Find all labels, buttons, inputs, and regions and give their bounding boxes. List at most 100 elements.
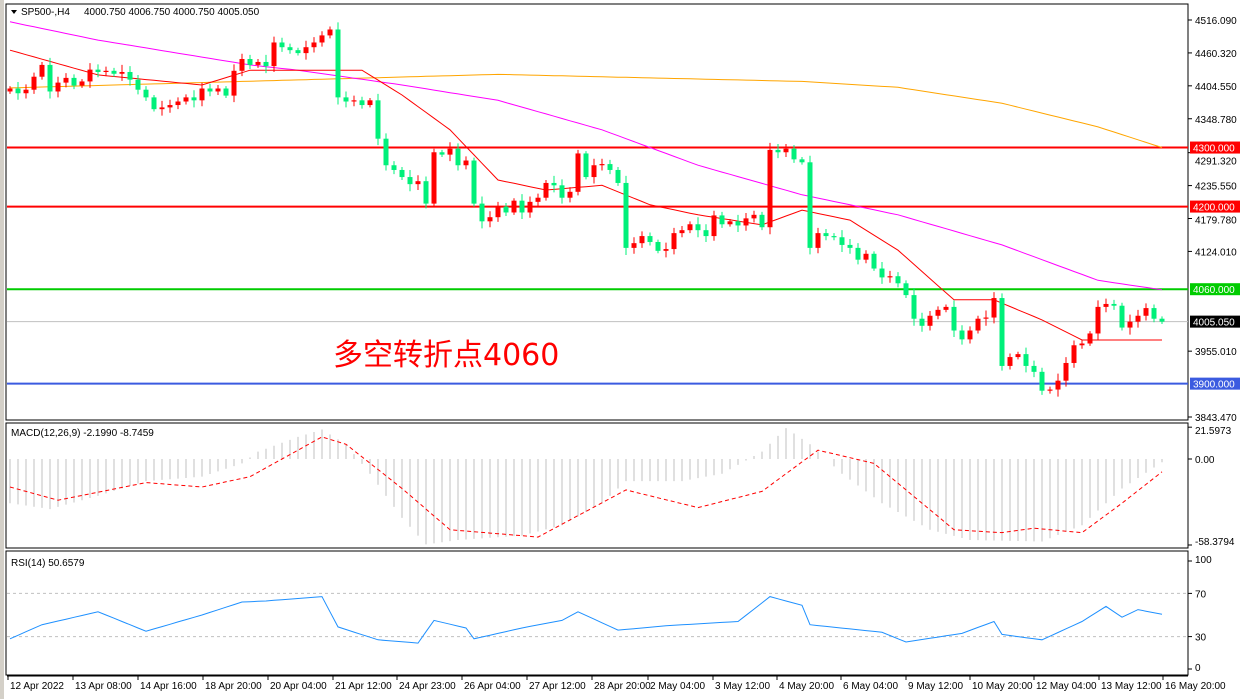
candle — [1111, 299, 1117, 310]
price-tick-label: 4404.550 — [1195, 82, 1237, 93]
candle-body — [1143, 308, 1149, 316]
candle — [175, 97, 181, 110]
candle — [167, 99, 173, 113]
candle — [335, 22, 341, 105]
candle-body — [383, 138, 389, 166]
candle — [655, 239, 661, 254]
candle — [711, 210, 717, 241]
candle — [599, 158, 605, 171]
candle-body — [679, 230, 685, 234]
candle — [519, 194, 525, 219]
time-tick-label: 18 Apr 20:00 — [205, 681, 262, 692]
candle — [999, 293, 1005, 371]
time-tick-label: 26 Apr 04:00 — [464, 681, 521, 692]
level-price-tag — [1190, 200, 1240, 213]
candle — [839, 230, 845, 253]
time-tick-label: 13 Apr 08:00 — [75, 681, 132, 692]
candle — [1039, 367, 1045, 395]
candle-body — [1071, 345, 1077, 363]
candle — [1087, 331, 1093, 346]
candle — [567, 187, 573, 203]
candle-body — [1135, 315, 1141, 322]
time-tick-label: 16 May 20:00 — [1165, 681, 1226, 692]
candle-body — [79, 81, 85, 86]
level-price-tag — [1190, 377, 1240, 390]
candle-body — [671, 233, 677, 250]
candle — [143, 86, 149, 101]
candle — [623, 175, 629, 255]
candle-body — [951, 306, 957, 331]
candle-body — [47, 64, 53, 92]
dropdown-triangle-icon[interactable] — [11, 10, 17, 14]
candle-body — [479, 203, 485, 222]
candle-body — [559, 185, 565, 198]
candle — [487, 211, 493, 228]
candle-body — [263, 61, 269, 67]
candle — [983, 310, 989, 326]
candle-body — [623, 182, 629, 248]
candle-body — [855, 247, 861, 260]
candle-body — [471, 160, 477, 204]
candle-body — [311, 42, 317, 48]
time-tick-label: 2 May 04:00 — [650, 681, 705, 692]
time-tick-label: 20 Apr 04:00 — [270, 681, 327, 692]
time-tick-label: 3 May 12:00 — [715, 681, 770, 692]
candle — [815, 227, 821, 254]
candle-body — [63, 77, 69, 83]
candle-body — [687, 224, 693, 231]
candle-body — [999, 298, 1005, 366]
candle-body — [391, 165, 397, 170]
candle — [239, 53, 245, 77]
candle — [847, 239, 853, 254]
candle-body — [599, 164, 605, 166]
candle — [199, 82, 205, 107]
candle — [1103, 298, 1109, 313]
candle-body — [663, 249, 669, 251]
candle-body — [199, 88, 205, 101]
candle — [855, 243, 861, 265]
candle — [647, 232, 653, 246]
candle — [87, 63, 93, 88]
candle-body — [1047, 389, 1053, 391]
candle-body — [191, 97, 197, 101]
candle — [751, 210, 757, 223]
candle-body — [551, 182, 557, 186]
candle-body — [295, 50, 301, 54]
candle-body — [335, 29, 341, 98]
candle — [183, 94, 189, 105]
candle-body — [879, 268, 885, 278]
candle-body — [343, 97, 349, 102]
candle — [1047, 386, 1053, 394]
candle — [415, 175, 421, 191]
candle — [703, 224, 709, 242]
candle — [919, 312, 925, 332]
candle — [287, 43, 293, 54]
macd-tick-label: 0.00 — [1195, 455, 1215, 466]
candle-body — [1119, 305, 1125, 328]
level-price-label: 3900.000 — [1193, 380, 1235, 391]
candle-body — [303, 47, 309, 54]
candle-body — [767, 149, 773, 228]
candle-body — [727, 221, 733, 225]
candle — [71, 74, 77, 90]
candle-body — [711, 215, 717, 237]
price-tick-label: 4460.320 — [1195, 49, 1237, 60]
candle — [111, 67, 117, 77]
candle — [1055, 373, 1061, 397]
candle-body — [415, 181, 421, 185]
level-price-label: 4300.000 — [1193, 144, 1235, 155]
candle-body — [487, 217, 493, 222]
candle — [343, 91, 349, 108]
candle-body — [111, 70, 117, 74]
time-tick-label: 24 Apr 23:00 — [399, 681, 456, 692]
rsi-tick-label: 30 — [1195, 633, 1207, 644]
macd-panel — [5, 422, 1189, 549]
candle-body — [143, 89, 149, 98]
candle — [759, 211, 765, 231]
candle — [967, 326, 973, 344]
candle-body — [615, 169, 621, 183]
candle — [591, 158, 597, 184]
candle — [911, 288, 917, 326]
candle — [935, 306, 941, 320]
